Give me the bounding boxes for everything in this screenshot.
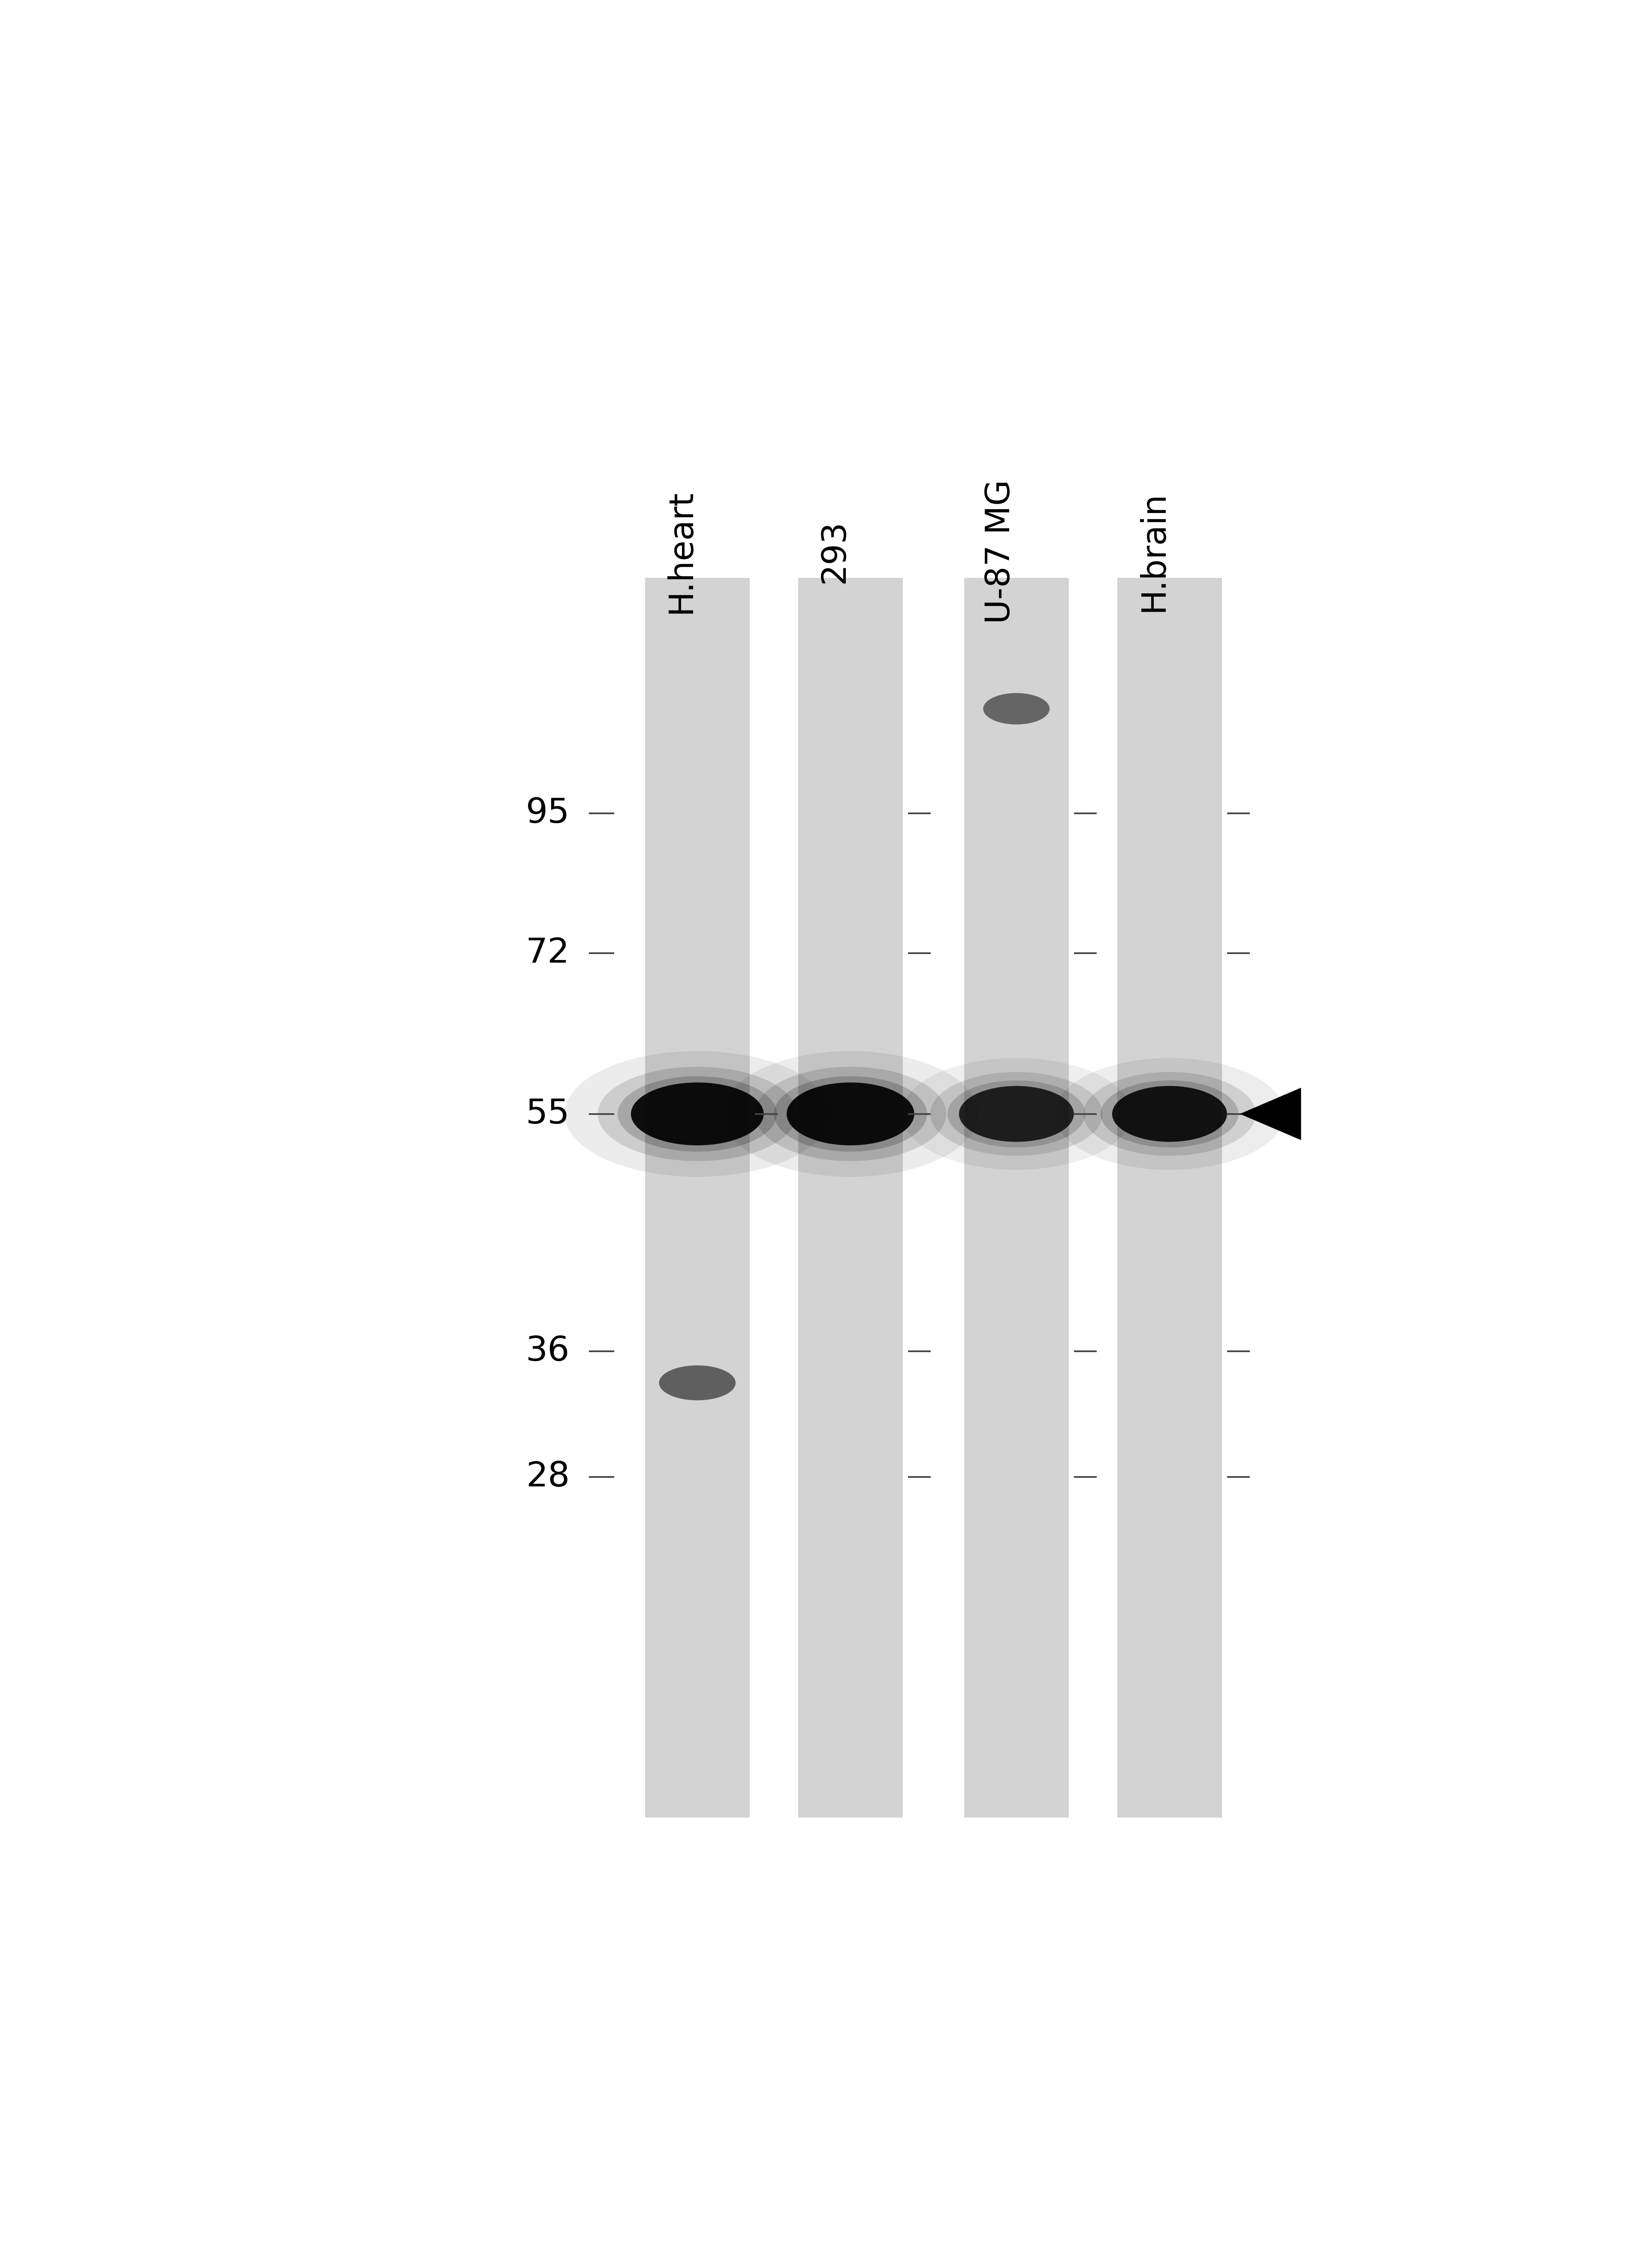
Ellipse shape — [659, 1365, 736, 1399]
Ellipse shape — [1054, 1057, 1285, 1170]
Bar — [963, 578, 1069, 1817]
Ellipse shape — [565, 1050, 830, 1177]
Polygon shape — [1240, 1089, 1301, 1141]
Ellipse shape — [1084, 1073, 1255, 1157]
Ellipse shape — [598, 1066, 797, 1161]
Text: 95: 95 — [525, 796, 570, 830]
Text: 293: 293 — [819, 519, 850, 583]
Bar — [1117, 578, 1222, 1817]
Text: 55: 55 — [525, 1098, 570, 1132]
Ellipse shape — [774, 1077, 927, 1152]
Text: U-87 MG: U-87 MG — [983, 479, 1016, 624]
Text: 72: 72 — [525, 937, 570, 971]
Ellipse shape — [618, 1077, 777, 1152]
Text: H.heart: H.heart — [665, 490, 697, 615]
Text: 36: 36 — [525, 1334, 570, 1368]
Ellipse shape — [947, 1080, 1085, 1148]
Ellipse shape — [931, 1073, 1102, 1157]
Text: 28: 28 — [525, 1461, 570, 1495]
Ellipse shape — [787, 1082, 914, 1145]
Ellipse shape — [983, 694, 1049, 723]
Ellipse shape — [1112, 1086, 1227, 1141]
Ellipse shape — [901, 1057, 1131, 1170]
Ellipse shape — [723, 1050, 978, 1177]
Ellipse shape — [754, 1066, 945, 1161]
Ellipse shape — [1100, 1080, 1239, 1148]
Text: H.brain: H.brain — [1136, 492, 1169, 612]
Bar — [646, 578, 749, 1817]
Ellipse shape — [959, 1086, 1074, 1141]
Ellipse shape — [631, 1082, 764, 1145]
Bar — [799, 578, 903, 1817]
